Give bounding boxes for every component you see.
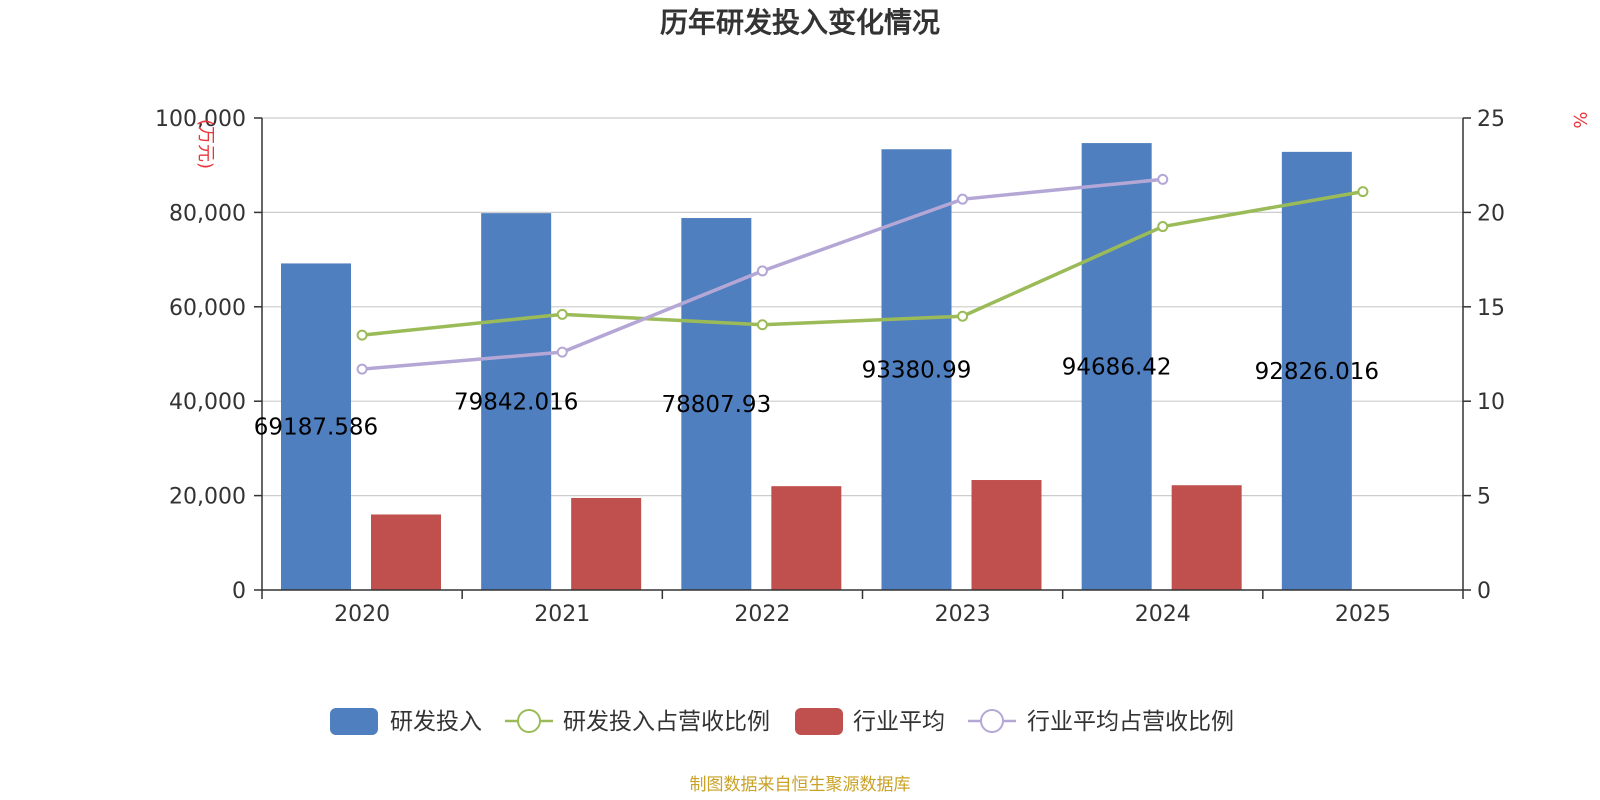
gridlines [262,117,1463,497]
left-tick-label-3: 60,000 [169,296,246,321]
line-series [356,173,1369,375]
bar-2-2022 [771,486,842,590]
point-1-0 [356,329,368,341]
point-3-4 [1157,173,1169,185]
legend-swatch-2 [795,708,843,735]
right-axis-unit: % [1569,111,1590,128]
point-3-0 [356,363,368,375]
left-tick-label-1: 20,000 [169,485,246,510]
left-tick-label-4: 80,000 [169,201,246,226]
bar-0-2025 [1281,151,1352,590]
axes: 0 20,000 40,000 60,000 80,000 100,000 0 5 10 15 20… [155,107,1505,627]
legend-marker-3 [980,709,1004,733]
legend-label-3: 行业平均占营收比例 [1027,709,1234,735]
left-tick-label-2: 40,000 [169,390,246,415]
data-label-4: 94686.42 [1062,355,1172,381]
data-labels: 69187.586 79842.016 78807.93 93380.99 94686.… [254,355,1379,441]
line-1 [361,189,1364,337]
point-1-4 [1157,221,1169,233]
bars [281,143,1352,591]
point-1-3 [957,310,969,322]
right-tick-label-1: 5 [1477,485,1491,510]
legend: 研发投入 研发投入占营收比例 行业平均 行业平均占营收比例 [330,708,1234,735]
legend-label-1: 研发投入占营收比例 [563,709,770,735]
right-tick-label-4: 20 [1477,201,1505,226]
left-tick-label-5: 100,000 [155,107,246,132]
chart-title: 历年研发投入变化情况 [660,6,940,39]
x-tick-label-1: 2021 [534,602,590,627]
legend-marker-1 [517,709,541,733]
left-axis-unit: (万元) [195,119,216,169]
x-tick-label-4: 2024 [1135,602,1191,627]
point-1-2 [756,319,768,331]
point-3-2 [756,265,768,277]
x-tick-label-5: 2025 [1335,602,1391,627]
bar-2-2024 [1171,485,1242,590]
right-tick-label-5: 25 [1477,107,1505,132]
left-tick-label-0: 0 [232,579,246,604]
data-label-5: 92826.016 [1255,359,1379,385]
point-3-3 [957,193,969,205]
bar-2-2023 [971,480,1042,590]
point-3-1 [556,346,568,358]
bar-2-2021 [571,497,642,590]
right-tick-label-2: 10 [1477,390,1505,415]
legend-swatch-0 [330,708,378,735]
data-source: 制图数据来自恒生聚源数据库 [690,775,911,795]
data-label-1: 79842.016 [454,390,578,416]
bar-0-2020 [281,263,351,590]
right-tick-label-0: 0 [1477,579,1491,604]
bar-0-2024 [1081,143,1152,591]
x-tick-label-2: 2022 [734,602,790,627]
point-1-1 [556,308,568,320]
legend-label-0: 研发投入 [390,709,482,735]
right-tick-label-3: 15 [1477,296,1505,321]
bar-0-2021 [481,213,552,590]
legend-label-2: 行业平均 [853,709,945,735]
x-tick-label-0: 2020 [334,602,390,627]
data-label-2: 78807.93 [661,392,771,418]
data-label-3: 93380.99 [862,358,972,384]
x-tick-label-3: 2023 [935,602,991,627]
data-label-0: 69187.586 [254,415,378,441]
point-1-5 [1357,186,1369,198]
bar-2-2020 [371,514,441,590]
